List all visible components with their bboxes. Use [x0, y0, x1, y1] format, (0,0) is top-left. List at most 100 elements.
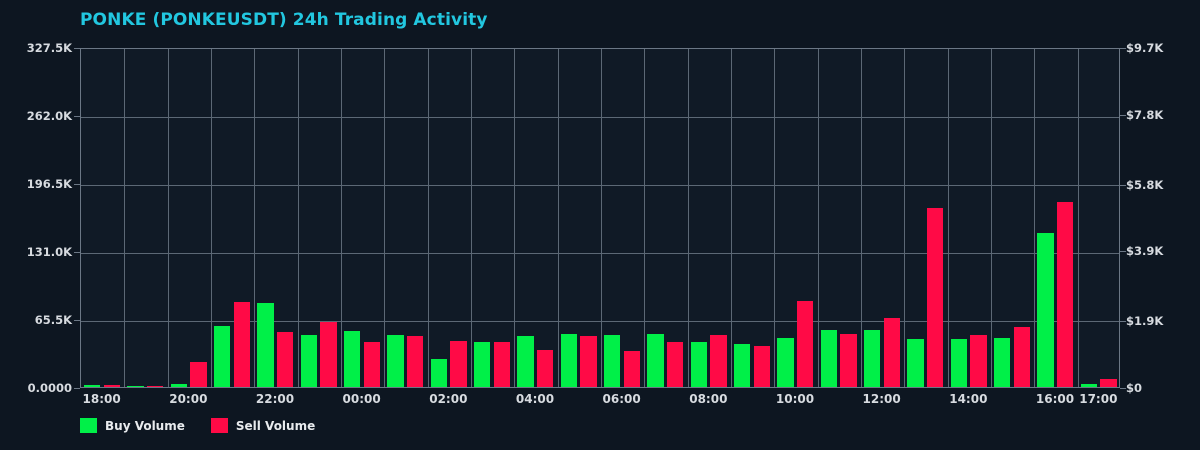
bar-buy-volume[interactable]	[257, 302, 274, 387]
bar-sell-volume[interactable]	[796, 301, 814, 387]
chart-title: PONKE (PONKEUSDT) 24h Trading Activity	[80, 10, 488, 30]
bar-buy-volume[interactable]	[647, 333, 664, 387]
bar-sell-volume[interactable]	[536, 350, 554, 387]
bar-sell-volume[interactable]	[623, 350, 640, 387]
bar-sell-volume[interactable]	[406, 335, 424, 387]
legend-label: Buy Volume	[105, 418, 185, 433]
gridline-vertical	[947, 49, 949, 387]
legend-item[interactable]: Buy Volume	[80, 418, 185, 433]
right-axis-tick-mark	[1120, 321, 1126, 323]
gridline-horizontal	[81, 253, 1119, 254]
gridline-vertical	[817, 49, 819, 387]
x-axis-tick-label: 08:00	[689, 392, 728, 406]
bar-buy-volume[interactable]	[344, 331, 361, 387]
bar-buy-volume[interactable]	[127, 385, 144, 387]
bar-sell-volume[interactable]	[1013, 326, 1030, 387]
bar-buy-volume[interactable]	[170, 383, 188, 387]
bar-buy-volume[interactable]	[1080, 384, 1098, 387]
gridline-vertical	[471, 49, 472, 387]
x-axis-tick-label: 10:00	[775, 392, 815, 406]
bar-buy-volume[interactable]	[474, 342, 491, 387]
gridline-vertical	[341, 49, 342, 387]
bar-buy-volume[interactable]	[950, 338, 968, 387]
bar-sell-volume[interactable]	[363, 342, 380, 387]
x-axis-tick-label: 04:00	[515, 392, 555, 406]
gridline-vertical	[1077, 49, 1079, 387]
bar-sell-volume[interactable]	[320, 322, 337, 387]
x-axis-tick-label: 16:00	[1035, 392, 1075, 406]
plot-area	[80, 48, 1120, 388]
gridline-vertical	[904, 49, 906, 387]
bar-buy-volume[interactable]	[430, 358, 448, 387]
left-axis-tick-label: 0.0000	[27, 381, 72, 395]
bar-sell-volume[interactable]	[580, 335, 597, 387]
gridline-vertical	[1034, 49, 1036, 387]
right-axis-tick-label: $3.9K	[1126, 244, 1164, 259]
gridline-vertical	[167, 49, 169, 387]
gridline-vertical	[427, 49, 429, 387]
bar-buy-volume[interactable]	[387, 335, 404, 387]
gridline-horizontal	[81, 117, 1119, 118]
x-axis-tick-label: 00:00	[342, 392, 381, 406]
bar-sell-volume[interactable]	[190, 362, 207, 387]
bar-sell-volume[interactable]	[753, 346, 770, 387]
x-axis-tick-label: 12:00	[862, 392, 901, 406]
bar-buy-volume[interactable]	[690, 341, 708, 387]
bar-buy-volume[interactable]	[214, 326, 231, 387]
bar-buy-volume[interactable]	[734, 343, 751, 387]
right-axis-tick-mark	[1120, 388, 1126, 389]
legend-swatch-icon	[210, 418, 228, 433]
bar-sell-volume[interactable]	[233, 301, 250, 387]
x-axis-tick-label: 14:00	[949, 392, 988, 406]
gridline-vertical	[557, 49, 559, 387]
bar-sell-volume[interactable]	[146, 385, 164, 387]
right-axis-tick-mark	[1120, 184, 1126, 186]
right-axis-tick-label: $5.8K	[1126, 177, 1164, 192]
gridline-horizontal	[81, 185, 1119, 186]
bar-sell-volume[interactable]	[883, 318, 900, 387]
gridline-vertical	[254, 49, 256, 387]
bar-buy-volume[interactable]	[604, 335, 621, 387]
bar-sell-volume[interactable]	[1056, 202, 1074, 387]
bar-sell-volume[interactable]	[970, 335, 987, 387]
bar-buy-volume[interactable]	[517, 336, 534, 387]
right-axis-tick-mark	[1120, 48, 1126, 49]
bar-sell-volume[interactable]	[103, 385, 120, 387]
bar-buy-volume[interactable]	[864, 330, 881, 387]
bar-sell-volume[interactable]	[666, 342, 684, 387]
gridline-vertical	[124, 49, 126, 387]
gridline-vertical	[644, 49, 646, 387]
bar-buy-volume[interactable]	[1037, 233, 1054, 387]
bar-sell-volume[interactable]	[840, 333, 857, 387]
bar-buy-volume[interactable]	[300, 335, 318, 387]
bar-buy-volume[interactable]	[907, 338, 924, 387]
gridline-horizontal	[81, 321, 1119, 322]
bar-buy-volume[interactable]	[777, 338, 794, 387]
bar-sell-volume[interactable]	[1100, 379, 1117, 387]
bar-sell-volume[interactable]	[276, 331, 294, 387]
x-axis-tick-label: 17:00	[1079, 392, 1118, 406]
bar-sell-volume[interactable]	[926, 208, 944, 387]
left-axis-tick-mark	[74, 388, 80, 389]
bar-buy-volume[interactable]	[84, 385, 101, 387]
legend-item[interactable]: Sell Volume	[210, 418, 315, 433]
gridline-vertical	[514, 49, 516, 387]
right-axis-tick-label: $0	[1126, 381, 1143, 395]
left-axis-tick-label: 327.5K	[26, 41, 72, 55]
left-axis-tick-label: 65.5K	[34, 313, 72, 327]
bar-sell-volume[interactable]	[493, 342, 510, 387]
gridline-vertical	[297, 49, 299, 387]
bar-buy-volume[interactable]	[560, 333, 578, 387]
x-axis-tick-label: 20:00	[169, 392, 208, 406]
bar-buy-volume[interactable]	[994, 337, 1011, 387]
chart-legend: Buy Volume Sell Volume	[80, 418, 315, 433]
left-axis-tick-label: 131.0K	[26, 245, 72, 259]
bar-sell-volume[interactable]	[450, 341, 467, 387]
gridline-vertical	[384, 49, 386, 387]
right-axis-tick-label: $7.8K	[1126, 107, 1164, 122]
bar-sell-volume[interactable]	[710, 335, 727, 387]
bar-buy-volume[interactable]	[820, 329, 838, 387]
x-axis-tick-label: 02:00	[429, 392, 468, 406]
x-axis-tick-label: 06:00	[602, 392, 641, 406]
